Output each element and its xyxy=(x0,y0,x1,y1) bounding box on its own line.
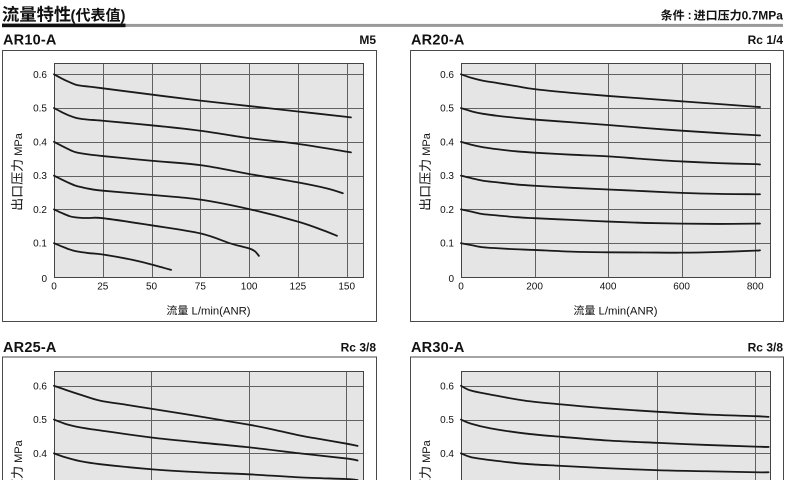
svg-text:0.2: 0.2 xyxy=(440,205,454,216)
svg-text:(: ( xyxy=(71,8,76,25)
svg-text:0: 0 xyxy=(458,282,464,293)
svg-text:75: 75 xyxy=(195,282,207,293)
svg-text:600: 600 xyxy=(673,282,690,293)
svg-text:0.6: 0.6 xyxy=(33,381,47,392)
svg-text:0.6: 0.6 xyxy=(33,70,47,81)
svg-text:0.4: 0.4 xyxy=(440,137,454,148)
svg-text:0.1: 0.1 xyxy=(440,239,454,250)
svg-text:AR25-A: AR25-A xyxy=(3,340,57,356)
svg-text:0.2: 0.2 xyxy=(33,205,47,216)
svg-text:200: 200 xyxy=(526,282,543,293)
svg-text:AR30-A: AR30-A xyxy=(411,340,465,356)
svg-text:0.3: 0.3 xyxy=(440,171,454,182)
svg-text:MPa: MPa xyxy=(13,439,25,466)
svg-text:0.6: 0.6 xyxy=(440,70,454,81)
svg-text:100: 100 xyxy=(241,282,258,293)
svg-text:0.5: 0.5 xyxy=(440,415,454,426)
svg-text:0.4: 0.4 xyxy=(33,137,47,148)
svg-text:0: 0 xyxy=(41,274,47,285)
svg-text:50: 50 xyxy=(146,282,158,293)
svg-text:0.6: 0.6 xyxy=(440,381,454,392)
svg-text:AR10-A: AR10-A xyxy=(3,32,57,48)
svg-text:0.3: 0.3 xyxy=(33,171,47,182)
svg-text:150: 150 xyxy=(338,282,355,293)
svg-text:MPa: MPa xyxy=(13,132,25,159)
svg-text:0.5: 0.5 xyxy=(440,104,454,115)
svg-text:MPa: MPa xyxy=(421,132,433,159)
svg-text:L/min(ANR): L/min(ANR) xyxy=(595,305,657,317)
svg-text:0: 0 xyxy=(448,274,454,285)
svg-text::: : xyxy=(688,8,692,22)
svg-text:0.5: 0.5 xyxy=(33,415,47,426)
svg-text:Rc 3/8: Rc 3/8 xyxy=(748,341,784,355)
svg-text:0.4: 0.4 xyxy=(33,449,47,460)
svg-text:AR20-A: AR20-A xyxy=(411,32,465,48)
svg-text:0: 0 xyxy=(51,282,57,293)
svg-text:Rc 1/4: Rc 1/4 xyxy=(748,33,784,47)
svg-text:0.4: 0.4 xyxy=(440,449,454,460)
svg-text:L/min(ANR): L/min(ANR) xyxy=(188,305,250,317)
svg-text:Rc 3/8: Rc 3/8 xyxy=(341,341,377,355)
svg-text:800: 800 xyxy=(747,282,764,293)
svg-text:25: 25 xyxy=(97,282,109,293)
svg-text:125: 125 xyxy=(290,282,307,293)
svg-text:MPa: MPa xyxy=(421,439,433,466)
svg-text:0.1: 0.1 xyxy=(33,239,47,250)
svg-text:M5: M5 xyxy=(359,33,376,47)
svg-text:0.7MPa: 0.7MPa xyxy=(742,9,784,23)
svg-text:400: 400 xyxy=(600,282,617,293)
svg-text:): ) xyxy=(121,8,126,25)
svg-text:0.5: 0.5 xyxy=(33,104,47,115)
